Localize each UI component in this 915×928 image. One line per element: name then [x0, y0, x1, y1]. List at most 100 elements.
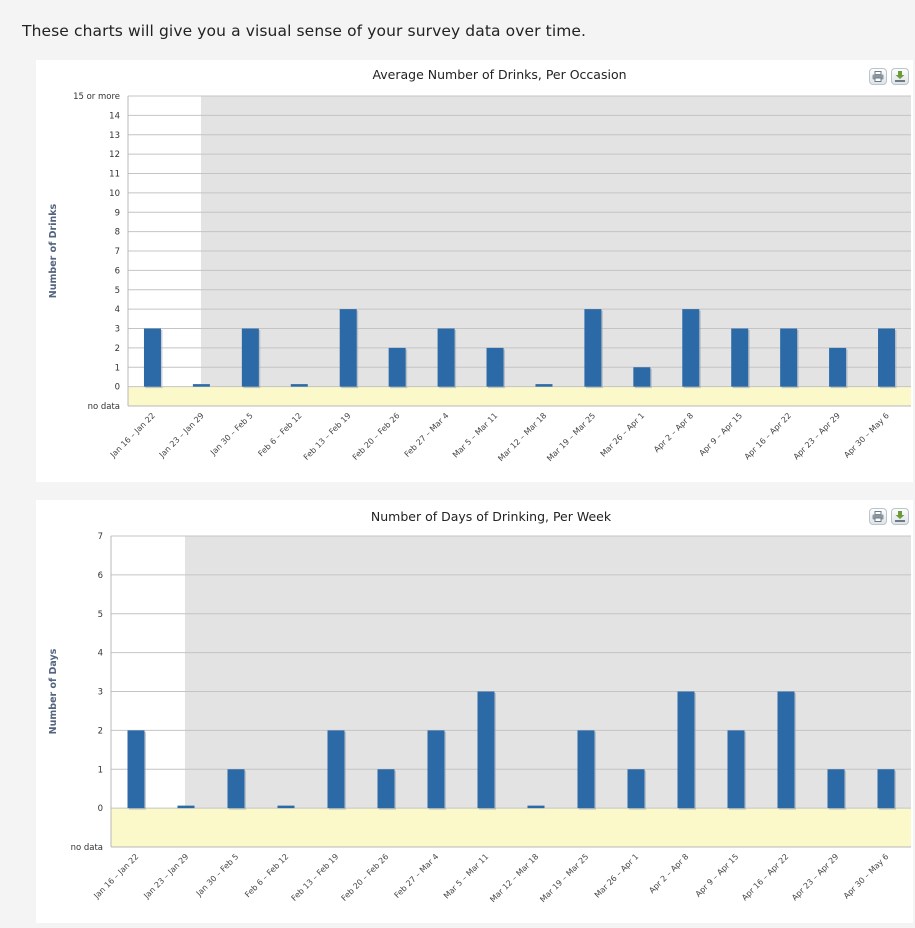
- bar: [627, 769, 645, 809]
- y-tick-label: 1: [115, 363, 120, 373]
- y-tick-label: 5: [98, 610, 103, 620]
- bar: [535, 384, 553, 387]
- x-tick-label: Feb 13 – Feb 19: [290, 852, 341, 903]
- bar: [143, 328, 161, 387]
- bar: [584, 309, 602, 387]
- y-tick-label: 2: [115, 344, 120, 354]
- x-tick-label: Mar 26 – Apr 1: [599, 411, 647, 459]
- x-tick-label: Feb 13 – Feb 19: [302, 411, 353, 462]
- x-tick-label: Apr 2 – Apr 8: [652, 411, 695, 454]
- bar: [727, 730, 745, 809]
- x-tick-label: Mar 5 – Mar 11: [451, 411, 500, 460]
- plot-background: [201, 96, 911, 387]
- x-tick-label: Jan 30 – Feb 5: [194, 852, 241, 899]
- x-tick-label: Jan 23 – Jan 29: [141, 852, 190, 901]
- bar: [780, 328, 798, 387]
- bar: [577, 730, 595, 809]
- x-tick-label: Apr 9 – Apr 15: [697, 411, 744, 458]
- x-tick-label: Mar 19 – Mar 25: [545, 411, 597, 463]
- chart-title: Number of Days of Drinking, Per Week: [371, 509, 612, 524]
- y-tick-label: 6: [98, 571, 103, 581]
- bar: [829, 347, 847, 387]
- bar: [527, 805, 545, 809]
- printer-icon[interactable]: [869, 508, 887, 525]
- bar: [127, 730, 145, 809]
- y-tick-label: 8: [115, 228, 120, 238]
- x-tick-label: Mar 12 – Mar 18: [496, 411, 548, 463]
- no-survey-region: [111, 536, 185, 809]
- download-icon[interactable]: [891, 68, 909, 85]
- bar: [878, 328, 896, 387]
- bar: [682, 309, 700, 387]
- download-icon[interactable]: [891, 508, 909, 525]
- bar: [731, 328, 749, 387]
- chart-panel-days-per-week: Number of Days of Drinking, Per Week no d…: [36, 500, 913, 923]
- y-tick-label: 15 or more: [73, 92, 120, 102]
- x-tick-label: Apr 23 – Apr 29: [790, 852, 840, 902]
- y-tick-label: 13: [109, 131, 120, 141]
- bar: [241, 328, 259, 387]
- x-tick-label: Jan 16 – Jan 22: [108, 411, 157, 460]
- bar: [633, 367, 651, 387]
- chart-days-per-week: Number of Days of Drinking, Per Week no d…: [48, 509, 911, 904]
- y-tick-label: no data: [71, 843, 103, 853]
- bar: [427, 730, 445, 809]
- bar: [277, 805, 295, 809]
- x-tick-label: Apr 2 – Apr 8: [647, 852, 690, 895]
- y-tick-label: 14: [109, 111, 120, 121]
- x-tick-label: Mar 12 – Mar 18: [488, 852, 540, 904]
- y-tick-label: no data: [88, 402, 120, 412]
- bar: [877, 769, 895, 809]
- y-axis-label: Number of Days: [48, 648, 59, 734]
- y-tick-label: 12: [109, 150, 120, 160]
- bar: [777, 691, 795, 809]
- bar: [327, 730, 345, 809]
- x-tick-label: Mar 19 – Mar 25: [538, 852, 590, 904]
- x-tick-label: Feb 20 – Feb 26: [340, 852, 391, 903]
- y-tick-label: 4: [98, 649, 103, 659]
- y-tick-label: 6: [115, 266, 120, 276]
- bar: [290, 384, 308, 387]
- x-tick-label: Apr 23 – Apr 29: [792, 411, 842, 461]
- chart-title: Average Number of Drinks, Per Occasion: [372, 67, 626, 82]
- x-tick-label: Jan 30 – Feb 5: [208, 411, 255, 458]
- y-tick-label: 0: [98, 804, 103, 814]
- x-tick-label: Apr 16 – Apr 22: [740, 852, 790, 902]
- y-tick-label: 10: [109, 189, 120, 199]
- chart-drinks-per-occasion: Average Number of Drinks, Per Occasion no…: [48, 67, 911, 463]
- y-tick-label: 5: [115, 286, 120, 296]
- x-tick-label: Jan 16 – Jan 22: [91, 852, 140, 901]
- x-tick-label: Jan 23 – Jan 29: [157, 411, 206, 460]
- bar: [677, 691, 695, 809]
- bar: [192, 384, 210, 387]
- no-survey-region: [128, 96, 201, 387]
- chart-panel-drinks-per-occasion: Average Number of Drinks, Per Occasion no…: [36, 60, 913, 482]
- bar: [437, 328, 455, 387]
- y-tick-label: 4: [115, 305, 120, 315]
- bar: [339, 309, 357, 387]
- y-tick-label: 7: [98, 532, 103, 542]
- x-tick-label: Feb 27 – Mar 4: [393, 852, 441, 900]
- x-tick-label: Mar 26 – Apr 1: [593, 852, 641, 900]
- y-tick-label: 11: [109, 170, 120, 180]
- x-tick-label: Apr 30 – May 6: [842, 411, 891, 460]
- bar: [827, 769, 845, 809]
- x-tick-label: Feb 20 – Feb 26: [351, 411, 402, 462]
- no-data-band: [128, 386, 911, 406]
- bar: [388, 347, 406, 387]
- no-data-band: [111, 808, 911, 847]
- bar: [477, 691, 495, 809]
- y-tick-label: 9: [115, 208, 120, 218]
- y-tick-label: 3: [115, 325, 120, 335]
- y-tick-label: 1: [98, 765, 103, 775]
- printer-icon[interactable]: [869, 68, 887, 85]
- bar: [227, 769, 245, 809]
- x-tick-label: Feb 27 – Mar 4: [403, 411, 451, 459]
- y-tick-label: 7: [115, 247, 120, 257]
- x-tick-label: Apr 30 – May 6: [842, 852, 891, 901]
- plot-background: [185, 536, 911, 809]
- x-tick-label: Apr 16 – Apr 22: [743, 411, 793, 461]
- bar: [486, 347, 504, 387]
- bar: [377, 769, 395, 809]
- x-tick-label: Feb 6 – Feb 12: [243, 852, 290, 899]
